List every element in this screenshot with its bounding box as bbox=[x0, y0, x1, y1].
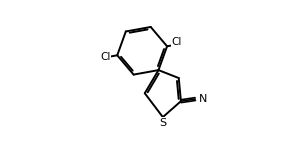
Text: Cl: Cl bbox=[100, 52, 110, 62]
Text: S: S bbox=[159, 118, 166, 128]
Text: Cl: Cl bbox=[172, 37, 182, 47]
Text: N: N bbox=[199, 94, 207, 104]
